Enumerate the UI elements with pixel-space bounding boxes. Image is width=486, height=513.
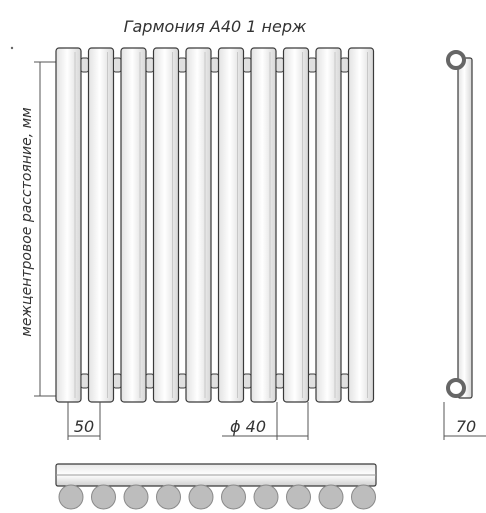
front-collector-joint (145, 57, 154, 73)
side-view-connector-top (446, 50, 466, 70)
front-collector-joint (178, 373, 187, 389)
top-view-section (123, 484, 149, 510)
top-view-section (318, 484, 344, 510)
depth-dimension-label: 70 (456, 417, 476, 436)
front-collector-joint (275, 57, 284, 73)
top-view (55, 463, 377, 510)
front-collector-joint (210, 373, 219, 389)
front-collector-joint (210, 57, 219, 73)
side-view (446, 50, 473, 399)
front-view (55, 47, 375, 403)
center-distance-dimension (34, 61, 56, 397)
front-collector-joint (308, 57, 317, 73)
top-view-sections (58, 484, 376, 510)
pitch-dimension-label: 50 (74, 417, 94, 436)
front-collector-joint (243, 57, 252, 73)
front-collector-joint (145, 373, 154, 389)
top-view-section (351, 484, 376, 510)
front-collector-joint (243, 373, 252, 389)
front-collector-joint (80, 57, 89, 73)
front-tube (120, 47, 147, 403)
front-collector-joint (275, 373, 284, 389)
center-distance-label: межцентровое расстояние, мм (19, 107, 35, 337)
front-collector-joint (113, 57, 122, 73)
diameter-dimension-label: ϕ 40 (230, 417, 266, 436)
front-tube (87, 47, 115, 403)
corner-mark (10, 46, 14, 50)
front-tube (152, 47, 180, 403)
front-tube (250, 47, 277, 403)
top-view-section (286, 484, 311, 510)
front-tube (315, 47, 342, 403)
front-collector-joint (80, 373, 89, 389)
front-tube (347, 47, 375, 403)
front-collector-joint (340, 57, 349, 73)
product-title: Гармония А40 1 нерж (124, 17, 307, 36)
front-tube (217, 47, 245, 403)
top-view-section (156, 484, 181, 510)
front-collector-joint (340, 373, 349, 389)
side-view-pipe (457, 57, 473, 399)
front-collector-joint (308, 373, 317, 389)
top-view-section (253, 484, 279, 510)
top-view-section (58, 484, 84, 510)
top-view-section (188, 484, 214, 510)
front-tube (282, 47, 310, 403)
top-view-section (91, 484, 116, 510)
side-view-connector-bottom (446, 378, 466, 398)
front-collector-joint (178, 57, 187, 73)
front-tube (55, 47, 82, 403)
dimension-lines (67, 402, 486, 440)
top-view-section (221, 484, 246, 510)
front-tube (185, 47, 212, 403)
front-collector-joint (113, 373, 122, 389)
